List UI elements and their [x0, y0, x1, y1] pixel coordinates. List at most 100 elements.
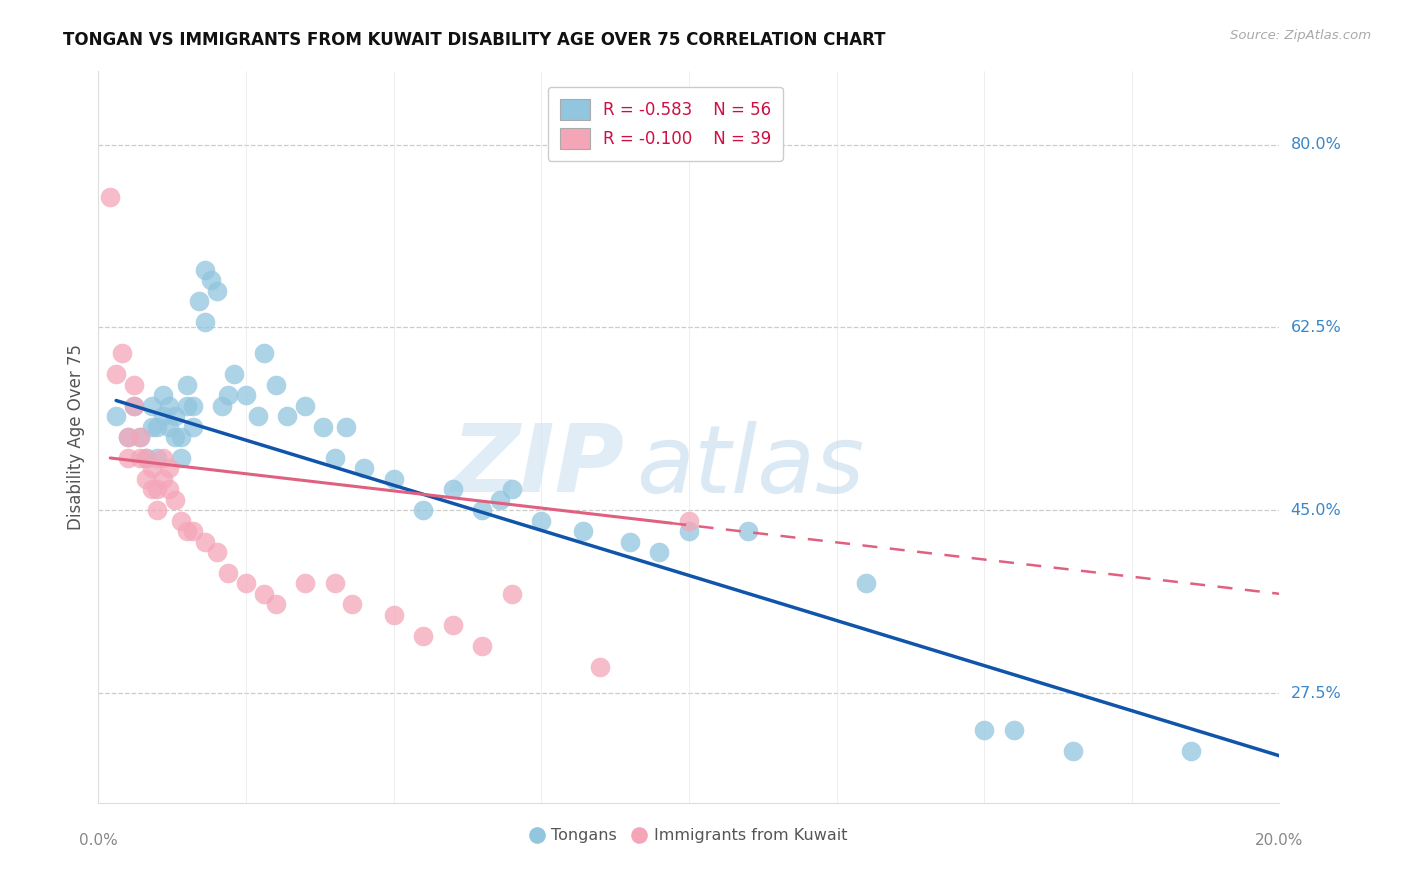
Point — [176, 399, 198, 413]
Point — [176, 524, 198, 538]
Point — [205, 545, 228, 559]
Point — [146, 419, 169, 434]
Point — [342, 597, 364, 611]
Point — [194, 534, 217, 549]
Point — [530, 514, 553, 528]
Point — [264, 597, 287, 611]
Point — [165, 430, 187, 444]
Point — [157, 483, 180, 497]
Point — [128, 430, 150, 444]
Point — [737, 524, 759, 538]
Point — [170, 450, 193, 465]
Point — [165, 492, 187, 507]
Point — [98, 190, 121, 204]
Point — [170, 430, 193, 444]
Text: 27.5%: 27.5% — [1291, 686, 1341, 700]
Point — [382, 607, 405, 622]
Point — [441, 483, 464, 497]
Point — [323, 576, 346, 591]
Point — [335, 419, 357, 434]
Point — [619, 534, 641, 549]
Legend: Tongans, Immigrants from Kuwait: Tongans, Immigrants from Kuwait — [524, 822, 853, 850]
Point — [441, 618, 464, 632]
Point — [235, 388, 257, 402]
Point — [135, 450, 157, 465]
Point — [128, 450, 150, 465]
Point — [412, 629, 434, 643]
Point — [117, 430, 139, 444]
Point — [105, 368, 128, 382]
Text: atlas: atlas — [636, 421, 865, 512]
Point — [471, 639, 494, 653]
Point — [235, 576, 257, 591]
Point — [200, 273, 222, 287]
Point — [141, 399, 163, 413]
Point — [141, 461, 163, 475]
Point — [117, 430, 139, 444]
Point — [294, 576, 316, 591]
Point — [111, 346, 134, 360]
Point — [312, 419, 335, 434]
Point — [157, 399, 180, 413]
Point — [211, 399, 233, 413]
Point — [157, 461, 180, 475]
Point — [141, 483, 163, 497]
Point — [122, 399, 145, 413]
Point — [1002, 723, 1025, 737]
Point — [146, 503, 169, 517]
Point — [128, 430, 150, 444]
Point — [181, 399, 204, 413]
Point — [294, 399, 316, 413]
Point — [973, 723, 995, 737]
Point — [187, 294, 209, 309]
Point — [855, 576, 877, 591]
Point — [382, 472, 405, 486]
Point — [135, 450, 157, 465]
Point — [194, 263, 217, 277]
Point — [648, 545, 671, 559]
Text: 45.0%: 45.0% — [1291, 503, 1341, 517]
Point — [678, 514, 700, 528]
Text: ZIP: ZIP — [451, 420, 624, 512]
Point — [105, 409, 128, 424]
Text: 0.0%: 0.0% — [79, 833, 118, 848]
Point — [135, 472, 157, 486]
Point — [1180, 743, 1202, 757]
Point — [323, 450, 346, 465]
Point — [152, 388, 174, 402]
Text: TONGAN VS IMMIGRANTS FROM KUWAIT DISABILITY AGE OVER 75 CORRELATION CHART: TONGAN VS IMMIGRANTS FROM KUWAIT DISABIL… — [63, 31, 886, 49]
Point — [253, 587, 276, 601]
Point — [146, 483, 169, 497]
Point — [678, 524, 700, 538]
Point — [489, 492, 512, 507]
Text: 80.0%: 80.0% — [1291, 137, 1341, 152]
Point — [224, 368, 246, 382]
Point — [353, 461, 375, 475]
Point — [194, 315, 217, 329]
Point — [217, 566, 239, 580]
Point — [170, 514, 193, 528]
Point — [122, 377, 145, 392]
Point — [165, 409, 187, 424]
Point — [253, 346, 276, 360]
Point — [176, 377, 198, 392]
Point — [471, 503, 494, 517]
Point — [152, 409, 174, 424]
Point — [181, 524, 204, 538]
Point — [152, 472, 174, 486]
Point — [264, 377, 287, 392]
Point — [246, 409, 269, 424]
Text: Source: ZipAtlas.com: Source: ZipAtlas.com — [1230, 29, 1371, 42]
Text: 62.5%: 62.5% — [1291, 320, 1341, 334]
Point — [501, 483, 523, 497]
Point — [501, 587, 523, 601]
Point — [181, 419, 204, 434]
Point — [276, 409, 298, 424]
Point — [571, 524, 593, 538]
Point — [157, 419, 180, 434]
Point — [117, 450, 139, 465]
Text: 20.0%: 20.0% — [1256, 833, 1303, 848]
Point — [589, 660, 612, 674]
Point — [217, 388, 239, 402]
Point — [122, 399, 145, 413]
